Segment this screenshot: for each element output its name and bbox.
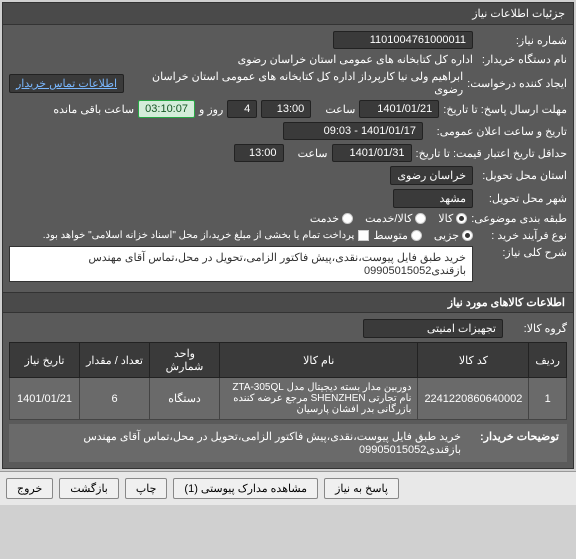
process-label: نوع فرآیند خرید : [477, 229, 567, 242]
cell-name: دوربین مدار بسته دیجیتال مدل ZTA-305QL ن… [220, 378, 418, 420]
countdown-timer: 03:10:07 [138, 100, 195, 118]
process-option-1[interactable]: متوسط [373, 229, 422, 242]
remaining-label: ساعت باقی مانده [53, 103, 134, 116]
contact-link-box: اطلاعات تماس خریدار [9, 74, 124, 93]
general-desc-text: خرید طبق فایل پیوست،نقدی،پیش فاکتور الزا… [9, 246, 473, 282]
validity-date: 1401/01/31 [332, 144, 412, 162]
general-desc-label: شرح کلی نیاز: [477, 246, 567, 259]
category-opt-label-0: کالا [438, 212, 453, 225]
announce-label: تاریخ و ساعت اعلان عمومی: [427, 125, 567, 138]
radio-icon [415, 213, 426, 224]
table-header-row: ردیف کد کالا نام کالا واحد شمارش تعداد /… [10, 343, 567, 378]
radio-icon [411, 230, 422, 241]
reply-deadline-label: مهلت ارسال پاسخ: تا تاریخ: [443, 103, 567, 116]
contact-link[interactable]: اطلاعات تماس خریدار [16, 78, 117, 90]
th-qty: تعداد / مقدار [80, 343, 150, 378]
reply-date: 1401/01/21 [359, 100, 439, 118]
cell-qty: 6 [80, 378, 150, 420]
th-name: نام کالا [220, 343, 418, 378]
panel-body: شماره نیاز: 1101004761000011 نام دستگاه … [3, 25, 573, 292]
category-label: طبقه بندی موضوعی: [471, 212, 567, 225]
group-label: گروه کالا: [507, 322, 567, 335]
creator-value: ابراهیم ولی نیا کارپرداز اداره کل کتابخا… [128, 70, 463, 96]
requirement-details-panel: جزئیات اطلاعات نیاز شماره نیاز: 11010047… [2, 2, 574, 469]
province-label: استان محل تحویل: [477, 169, 567, 182]
buyer-label: نام دستگاه خریدار: [477, 53, 567, 66]
reply-button[interactable]: پاسخ به نیاز [324, 478, 399, 499]
panel-title: جزئیات اطلاعات نیاز [3, 3, 573, 25]
print-button[interactable]: چاپ [125, 478, 168, 499]
th-idx: ردیف [529, 343, 567, 378]
process-opt-label-0: جزیی [434, 229, 459, 242]
process-option-0[interactable]: جزیی [434, 229, 473, 242]
time-label-2: ساعت [288, 147, 328, 160]
goods-table: ردیف کد کالا نام کالا واحد شمارش تعداد /… [9, 342, 567, 420]
cell-code: 2241220860640002 [418, 378, 529, 420]
category-opt-label-2: خدمت [310, 212, 339, 225]
th-date: تاریخ نیاز [10, 343, 80, 378]
day-label: روز و [199, 103, 223, 116]
creator-label: ایجاد کننده درخواست: [467, 77, 567, 90]
footer-buttons: پاسخ به نیاز مشاهده مدارک پیوستی (1) چاپ… [0, 471, 576, 505]
days-value: 4 [227, 100, 257, 118]
exit-button[interactable]: خروج [6, 478, 53, 499]
reply-time: 13:00 [261, 100, 311, 118]
th-code: کد کالا [418, 343, 529, 378]
category-option-2[interactable]: خدمت [310, 212, 353, 225]
category-radio-group: کالا کالا/خدمت خدمت [310, 212, 467, 225]
cell-unit: دستگاه [150, 378, 220, 420]
announce-value: 1401/01/17 - 09:03 [283, 122, 423, 140]
process-opt-label-1: متوسط [373, 229, 408, 242]
number-value: 1101004761000011 [333, 31, 473, 49]
category-option-1[interactable]: کالا/خدمت [365, 212, 426, 225]
process-radio-group: جزیی متوسط [373, 229, 473, 242]
buyer-value: اداره کل کتابخانه های عمومی استان خراسان… [238, 53, 473, 66]
validity-time: 13:00 [234, 144, 284, 162]
group-value: تجهیزات امنیتی [363, 319, 503, 338]
buyer-desc-label: توضیحات خریدار: [469, 430, 559, 456]
category-opt-label-1: کالا/خدمت [365, 212, 412, 225]
attachments-button[interactable]: مشاهده مدارک پیوستی (1) [173, 478, 318, 499]
process-note: پرداخت تمام یا بخشی از مبلغ خرید،از محل … [43, 230, 355, 241]
radio-icon [462, 230, 473, 241]
table-row: 1 2241220860640002 دوربین مدار بسته دیجی… [10, 378, 567, 420]
back-button[interactable]: بازگشت [59, 478, 119, 499]
radio-icon [342, 213, 353, 224]
category-option-0[interactable]: کالا [438, 212, 467, 225]
goods-section-header: اطلاعات کالاهای مورد نیاز [3, 292, 573, 313]
cell-idx: 1 [529, 378, 567, 420]
cell-date: 1401/01/21 [10, 378, 80, 420]
number-label: شماره نیاز: [477, 34, 567, 47]
city-label: شهر محل تحویل: [477, 192, 567, 205]
city-value: مشهد [393, 189, 473, 208]
treasury-checkbox[interactable] [358, 230, 369, 241]
time-label-1: ساعت [315, 103, 355, 116]
buyer-desc-text: خرید طبق فایل پیوست،نقدی،پیش فاکتور الزا… [17, 430, 461, 456]
radio-icon [456, 213, 467, 224]
province-value: خراسان رضوی [390, 166, 473, 185]
validity-label: حداقل تاریخ اعتبار قیمت: تا تاریخ: [416, 147, 567, 160]
goods-body: گروه کالا: تجهیزات امنیتی ردیف کد کالا ن… [3, 313, 573, 468]
buyer-desc-box: توضیحات خریدار: خرید طبق فایل پیوست،نقدی… [9, 424, 567, 462]
th-unit: واحد شمارش [150, 343, 220, 378]
